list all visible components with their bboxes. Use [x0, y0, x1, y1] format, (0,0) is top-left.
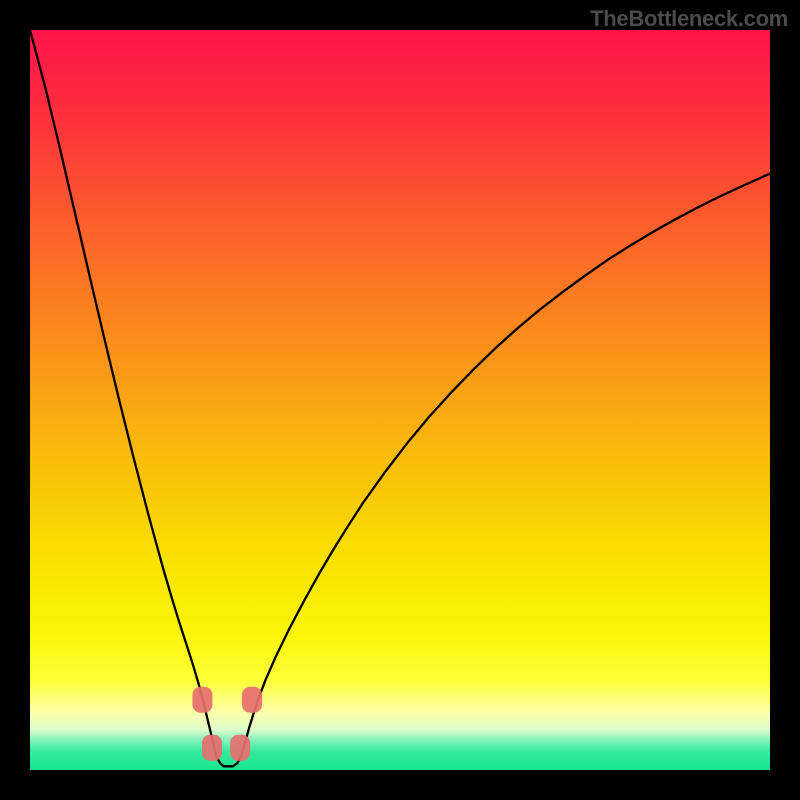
marker-point: [230, 735, 250, 761]
watermark-text: TheBottleneck.com: [590, 6, 788, 32]
marker-point: [192, 687, 212, 713]
plot-area: [30, 30, 770, 770]
marker-point: [202, 735, 222, 761]
gradient-background: [30, 30, 770, 770]
marker-point: [242, 687, 262, 713]
figure-container: TheBottleneck.com: [0, 0, 800, 800]
chart-svg: [30, 30, 770, 770]
